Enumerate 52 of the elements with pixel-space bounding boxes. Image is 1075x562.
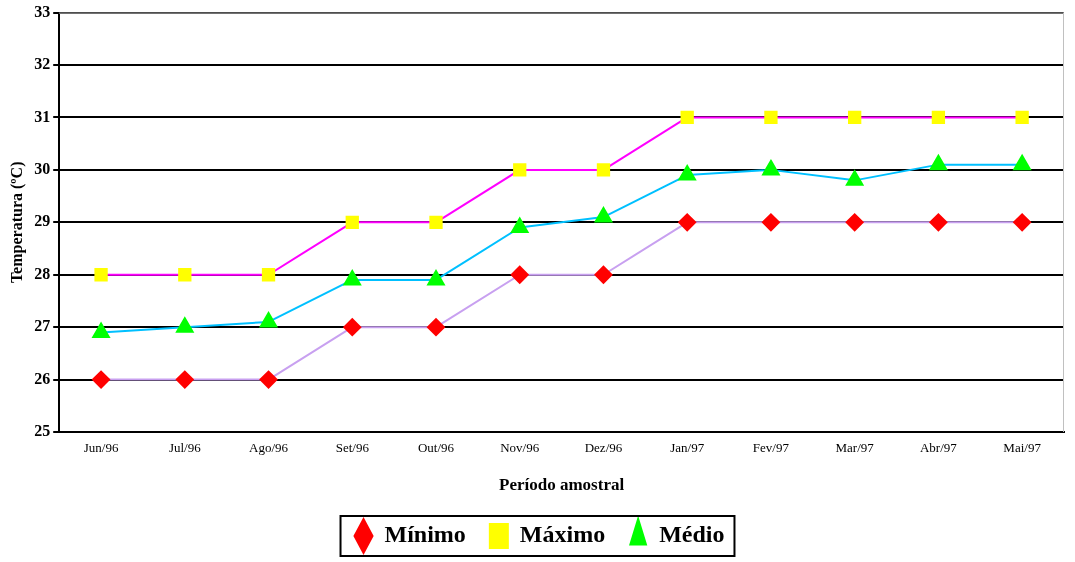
x-tick-label: Fev/97 — [752, 440, 790, 456]
x-tick-label: Out/96 — [417, 440, 455, 456]
x-tick-label: Abr/97 — [919, 440, 958, 456]
point — [94, 268, 108, 282]
legend-label: Mínimo — [384, 521, 466, 548]
point — [1015, 110, 1029, 125]
point — [343, 318, 362, 337]
x-axis-title: Período amostral — [499, 475, 625, 495]
point — [596, 163, 611, 177]
y-tick-label: 31 — [34, 107, 51, 125]
y-tick-label: 30 — [34, 160, 51, 178]
legend-label: Máximo — [519, 521, 606, 548]
point — [764, 110, 778, 125]
legend-label: Médio — [659, 521, 725, 548]
y-tick-label: 26 — [34, 369, 51, 387]
point — [178, 268, 192, 282]
point — [513, 163, 527, 177]
point — [680, 110, 694, 125]
x-tick-label: Nov/96 — [500, 440, 540, 456]
point — [261, 268, 276, 282]
x-tick-label: Jan/97 — [670, 440, 705, 456]
x-tick-label: Set/96 — [335, 440, 370, 456]
point — [427, 318, 445, 337]
point — [594, 265, 613, 284]
point — [848, 110, 862, 125]
point — [931, 110, 946, 125]
x-tick-label: Mai/97 — [1003, 440, 1042, 456]
y-axis-title: Temperatura (ºC) — [7, 161, 26, 284]
point — [259, 370, 278, 389]
y-tick-label: 28 — [34, 264, 51, 282]
point — [761, 213, 780, 232]
y-tick-label: 32 — [34, 55, 51, 73]
x-tick-label: Mar/97 — [835, 440, 875, 456]
y-tick-label: 25 — [34, 422, 51, 440]
point — [594, 207, 613, 223]
point — [510, 265, 529, 284]
point — [929, 213, 948, 232]
point — [1013, 213, 1032, 232]
x-tick-label: Jul/96 — [168, 440, 202, 456]
point — [845, 213, 864, 232]
x-tick-label: Dez/96 — [584, 440, 623, 456]
point — [175, 370, 194, 389]
x-tick-label: Jun/96 — [83, 440, 119, 456]
y-tick-label: 33 — [34, 2, 51, 20]
point — [678, 213, 697, 232]
point — [429, 215, 443, 229]
point — [510, 217, 529, 234]
y-tick-label: 27 — [34, 317, 51, 335]
x-tick-label: Ago/96 — [249, 440, 289, 456]
point — [92, 370, 111, 389]
y-tick-label: 29 — [34, 212, 51, 230]
point — [345, 215, 359, 229]
